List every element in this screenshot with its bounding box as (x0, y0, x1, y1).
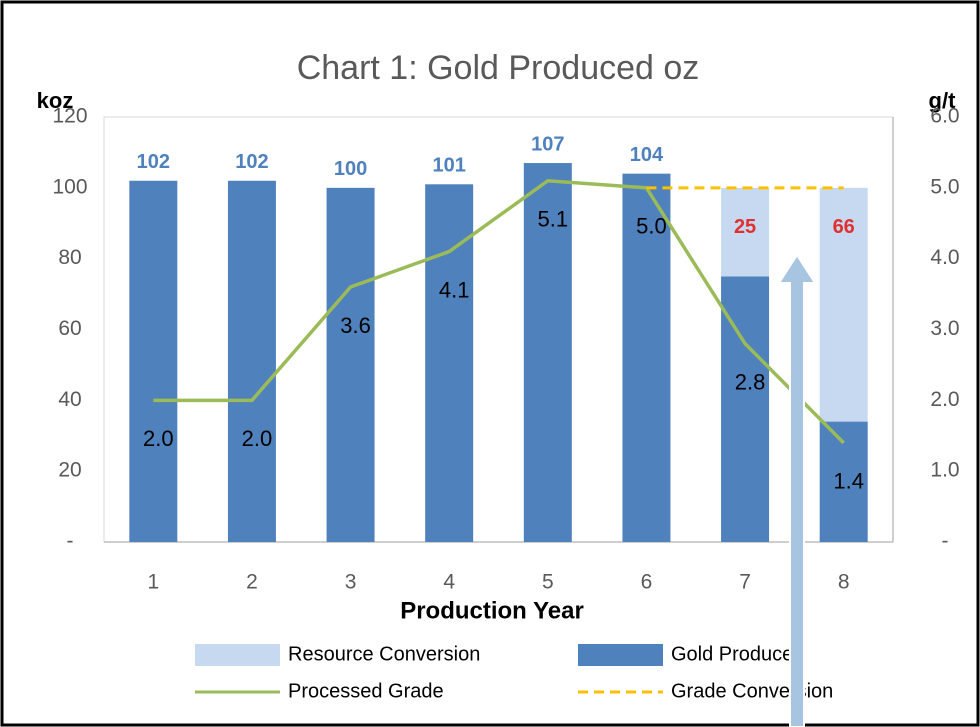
bar (523, 163, 572, 542)
legend-label: Resource Conversion (288, 643, 480, 665)
line-value-label: 5.1 (538, 207, 569, 232)
chart-title: Chart 1: Gold Produced oz (297, 49, 700, 87)
line-series (153, 178, 845, 445)
x-axis-title: Production Year (400, 597, 584, 624)
y-tick-label: 60 (58, 317, 81, 340)
y-tick-label: - (67, 530, 74, 553)
y2-tick-label: 2.0 (930, 388, 959, 411)
bar-value-label: 104 (630, 144, 664, 166)
bar-value-label: 107 (531, 133, 564, 155)
bar (622, 173, 671, 542)
legend-swatch (195, 644, 280, 666)
y2-tick-label: 3.0 (930, 317, 959, 340)
y2-tick-label: 4.0 (930, 246, 959, 269)
legend-swatch (578, 644, 663, 666)
bar-value-label: 102 (137, 151, 170, 173)
bar (819, 187, 868, 422)
y-tick-label: 40 (58, 388, 81, 411)
bar (721, 187, 770, 277)
bar-value-label: 102 (235, 151, 268, 173)
bar-value-label: 25 (734, 216, 756, 238)
y2-tick-label: 1.0 (930, 459, 959, 482)
y-tick-label: 80 (58, 246, 81, 269)
annotation-arrow (777, 253, 817, 727)
bar-value-label: 101 (433, 155, 466, 177)
line-value-label: 2.0 (143, 426, 174, 451)
y2-tick-label: 6.0 (930, 105, 959, 128)
line-value-label: 5.0 (636, 214, 667, 239)
x-tick-label: 1 (147, 571, 159, 594)
x-tick-label: 4 (443, 571, 455, 594)
bar (326, 187, 375, 543)
bar-value-label: 66 (833, 216, 855, 238)
line-value-label: 2.8 (735, 369, 766, 394)
y2-axis-title: g/t (929, 88, 957, 113)
bar-value-label: 100 (334, 158, 367, 180)
y-tick-label: 20 (58, 459, 81, 482)
line-value-label: 1.4 (833, 469, 864, 494)
line-value-label: 4.1 (439, 277, 470, 302)
legend-label: Gold Produced (671, 643, 804, 665)
x-tick-label: 5 (542, 571, 554, 594)
x-tick-label: 2 (246, 571, 258, 594)
x-tick-label: 7 (739, 571, 751, 594)
bar (129, 180, 178, 542)
bar (227, 180, 276, 542)
x-tick-label: 8 (838, 571, 850, 594)
y2-tick-label: 5.0 (930, 175, 959, 198)
y-tick-label: 120 (52, 105, 87, 128)
bar (425, 184, 474, 542)
legend-label: Grade Conversion (671, 680, 833, 702)
y-tick-label: 100 (52, 175, 87, 198)
line-value-label: 3.6 (340, 313, 371, 338)
line-value-label: 2.0 (242, 426, 273, 451)
y2-tick-label: - (942, 530, 949, 553)
x-tick-label: 6 (641, 571, 653, 594)
x-tick-label: 3 (345, 571, 357, 594)
legend-label: Processed Grade (288, 680, 444, 702)
y-axis-title: koz (37, 88, 74, 113)
